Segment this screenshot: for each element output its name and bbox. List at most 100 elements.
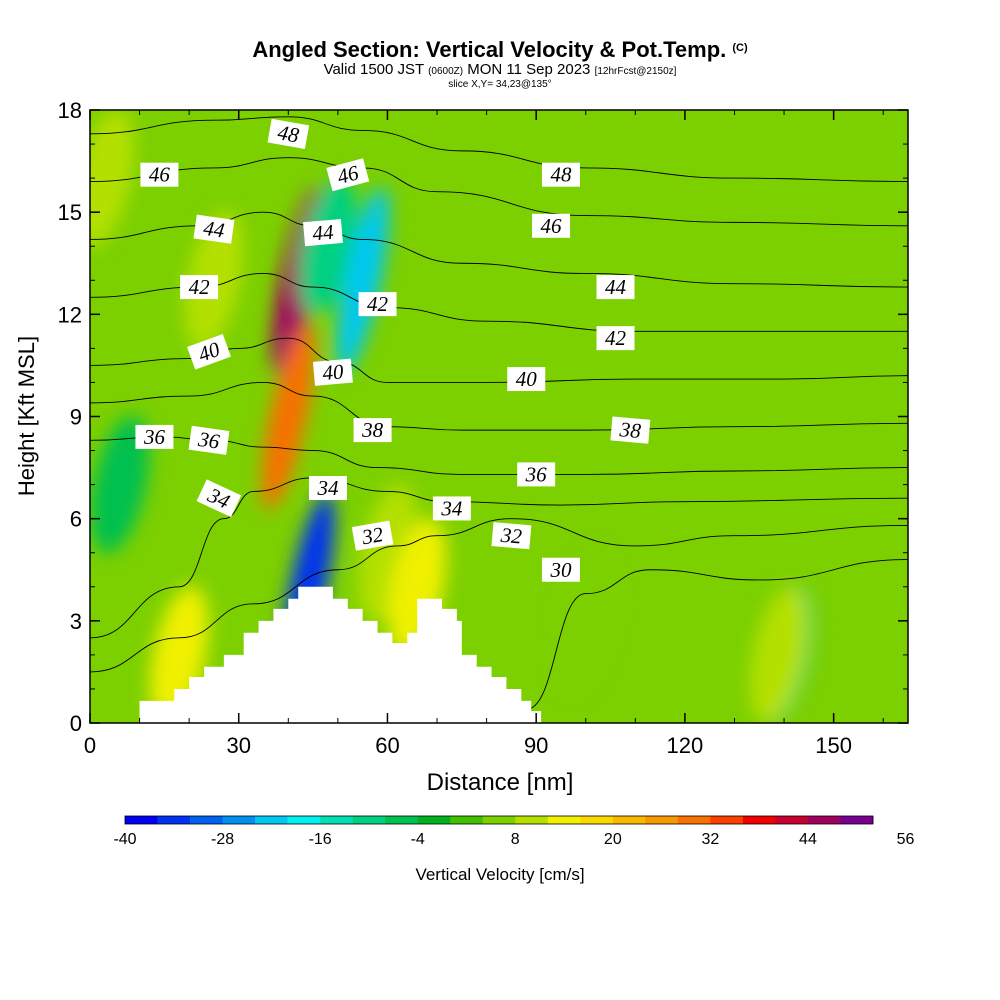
contour-label-text: 32: [499, 523, 524, 549]
colorbar: -40 -28 -16 -4 8 20 32 44 56: [113, 815, 915, 848]
contour-label: 48: [541, 162, 580, 187]
colorbar-tick-label: -40: [113, 831, 136, 848]
contour-label-text: 44: [202, 216, 227, 243]
contour-label-text: 48: [550, 163, 572, 187]
colorbar-tick-label: 44: [799, 831, 817, 848]
colorbar-label: Vertical Velocity [cm/s]: [415, 865, 584, 884]
contour-label: 42: [180, 275, 219, 300]
colorbar-tick-label: 56: [897, 831, 915, 848]
colorbar-swatch: [645, 816, 679, 824]
colorbar-swatch: [450, 816, 484, 824]
colorbar-tick-label: -4: [411, 831, 425, 848]
theta-contour: [90, 477, 908, 639]
y-tick-label: 9: [70, 405, 82, 430]
colorbar-swatch: [840, 816, 874, 824]
x-tick-label: 30: [226, 733, 250, 758]
theta-contour: [90, 273, 908, 332]
contour-label-text: 36: [143, 425, 166, 449]
contour-label: 34: [432, 496, 471, 521]
contour-label: 34: [308, 476, 347, 501]
theta-contour: [90, 381, 908, 431]
contour-label-text: 42: [605, 326, 627, 350]
contour-label-text: 32: [359, 522, 385, 550]
theta-contour: [90, 116, 908, 182]
colorbar-swatch: [775, 816, 809, 824]
contour-label: 44: [303, 218, 343, 247]
velocity-feature: [556, 552, 616, 690]
contour-label-text: 38: [361, 418, 384, 442]
colorbar-swatch: [742, 816, 776, 824]
theta-contour: [526, 559, 908, 710]
y-tick-label: 15: [58, 200, 82, 225]
velocity-feature: [261, 323, 315, 510]
colorbar-swatch: [190, 816, 223, 824]
colorbar-swatch: [352, 816, 386, 824]
colorbar-swatch: [612, 816, 646, 824]
colorbar-swatch: [710, 816, 744, 824]
colorbar-tick-label: 8: [511, 831, 520, 848]
colorbar-swatch: [320, 816, 353, 824]
x-tick-label: 90: [524, 733, 548, 758]
colorbar-tick-label: -28: [211, 831, 234, 848]
contour-label: 46: [532, 213, 571, 238]
x-tick-label: 120: [667, 733, 704, 758]
colorbar-tick-label: 32: [701, 831, 719, 848]
colorbar-swatch: [222, 816, 256, 824]
terrain-profile: [90, 586, 542, 723]
x-tick-label: 60: [375, 733, 399, 758]
colorbar-swatch: [482, 816, 516, 824]
x-axis-label: Distance [nm]: [427, 769, 574, 796]
contour-label: 32: [351, 520, 394, 551]
colorbar-swatch: [677, 816, 711, 824]
colorbar-swatch: [807, 816, 841, 824]
velocity-field: [90, 110, 908, 723]
velocity-feature: [298, 177, 358, 315]
contour-label-text: 40: [516, 367, 538, 391]
colorbar-swatch: [287, 816, 321, 824]
contour-label-text: 36: [525, 462, 548, 486]
colorbar-swatch: [125, 816, 158, 824]
contour-label-text: 42: [189, 275, 211, 299]
velocity-feature: [749, 586, 809, 723]
y-tick-label: 18: [58, 98, 82, 123]
contour-label: 36: [135, 424, 174, 449]
contour-label: 40: [312, 358, 353, 386]
colorbar-swatch: [547, 816, 581, 824]
colorbar-swatch: [417, 816, 451, 824]
contour-label: 42: [358, 292, 397, 317]
y-tick-label: 3: [70, 609, 82, 634]
contour-label: 30: [541, 557, 580, 582]
contour-label: 48: [267, 118, 310, 149]
title-block: Angled Section: Vertical Velocity & Pot.…: [0, 36, 1000, 91]
x-tick-label: 150: [815, 733, 852, 758]
slice-info: slice X,Y= 34,23@135°: [448, 79, 552, 90]
colorbar-swatch: [580, 816, 614, 824]
colorbar-swatch: [515, 816, 549, 824]
y-tick-label: 12: [58, 302, 82, 327]
contour-label: 38: [610, 416, 651, 444]
colorbar-swatch: [385, 816, 418, 824]
contour-label-text: 46: [541, 214, 563, 238]
contour-label: 42: [596, 326, 635, 351]
contour-label-text: 40: [321, 359, 345, 385]
axes: 0 30 60 90 120 150 0 36 9 12 15 18: [58, 98, 908, 758]
contour-label-text: 38: [618, 417, 643, 443]
contour-label: 44: [193, 214, 235, 244]
contour-label-text: 46: [149, 163, 171, 187]
contour-label: 40: [507, 367, 546, 392]
velocity-feature: [336, 187, 390, 374]
colorbar-tick-label: 20: [604, 831, 622, 848]
contour-label: 32: [491, 522, 532, 550]
contour-label: 36: [188, 425, 230, 455]
x-tick-label: 0: [84, 733, 96, 758]
contour-label-text: 44: [605, 275, 627, 299]
theta-contour: [90, 157, 908, 227]
theta-contour: [90, 518, 908, 673]
contour-label: 46: [326, 158, 370, 192]
contour-label-text: 48: [276, 120, 301, 147]
contour-label-text: 30: [549, 558, 572, 582]
y-tick-label: 0: [70, 711, 82, 736]
colorbar-swatch: [157, 816, 191, 824]
contour-label: 44: [596, 275, 635, 300]
